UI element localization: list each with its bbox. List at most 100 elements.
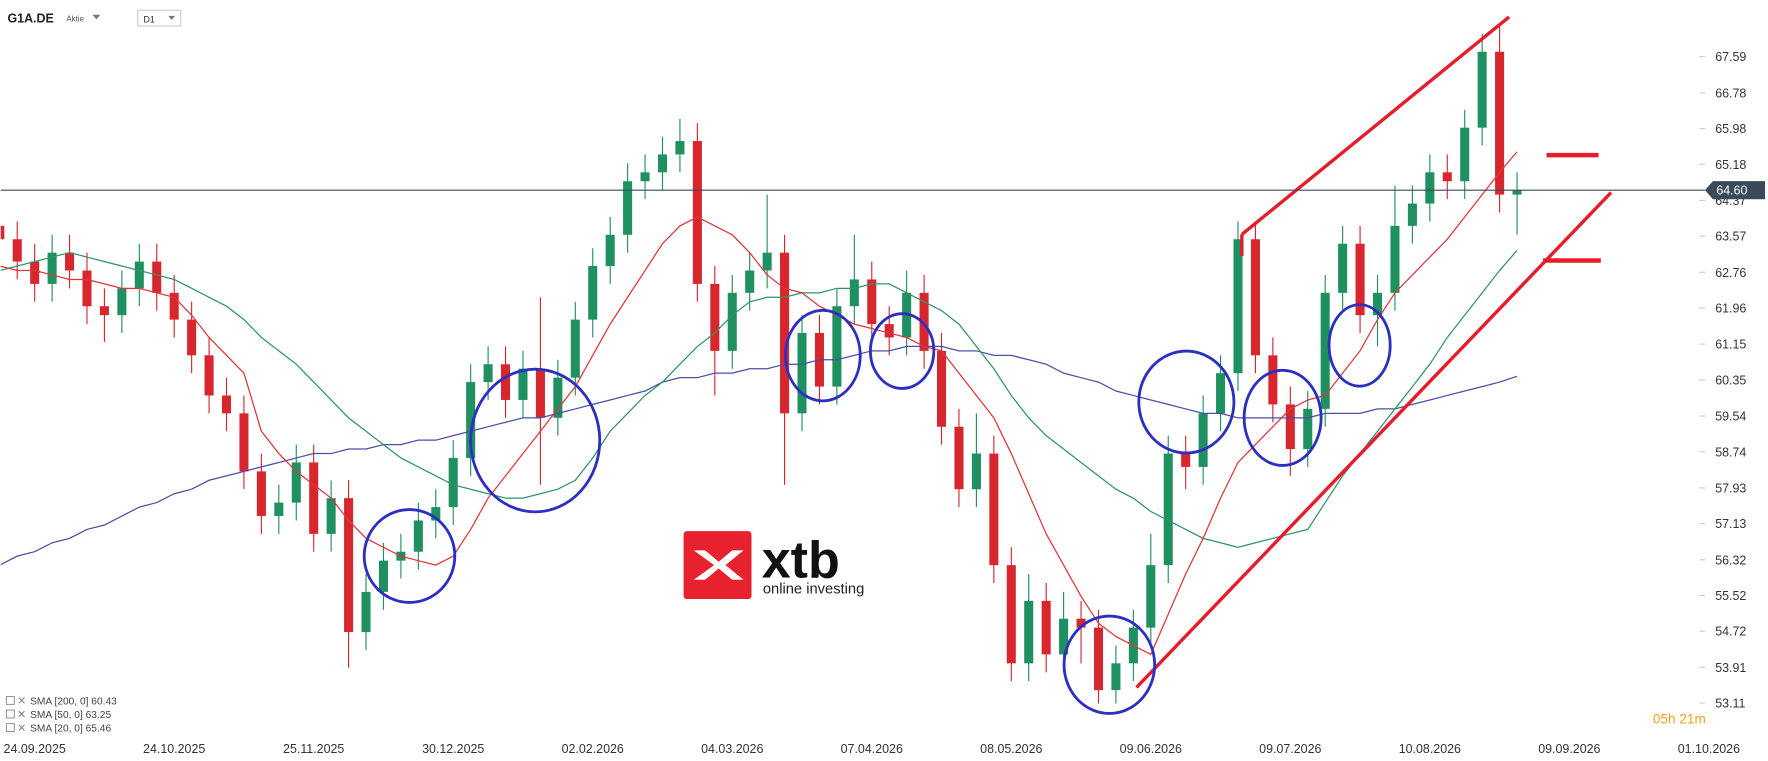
candle-body bbox=[12, 239, 22, 262]
candle-body bbox=[1181, 453, 1191, 467]
candle-body bbox=[47, 252, 57, 284]
candle-body bbox=[745, 270, 755, 293]
legend-label: SMA [200, 0] 60.43 bbox=[30, 696, 117, 707]
price-tag bbox=[1705, 181, 1766, 200]
candle-body bbox=[274, 502, 284, 517]
y-tick-label: 58.74 bbox=[1715, 445, 1746, 459]
candle-body bbox=[989, 453, 999, 566]
highlight-circle bbox=[362, 508, 457, 604]
candle-body bbox=[82, 270, 92, 307]
candle-body bbox=[884, 324, 894, 338]
candle-body bbox=[1442, 172, 1452, 182]
candle-body bbox=[1041, 600, 1051, 655]
candle-body bbox=[1407, 203, 1417, 226]
candle-body bbox=[1338, 243, 1348, 293]
logo-mark bbox=[693, 550, 744, 580]
candle-body bbox=[309, 462, 319, 534]
candle-body bbox=[1495, 51, 1505, 195]
sma-line bbox=[0, 249, 1518, 548]
candle-body bbox=[501, 364, 511, 400]
highlight-circle bbox=[784, 308, 862, 403]
candle-body bbox=[256, 471, 266, 517]
candle-body bbox=[239, 413, 249, 472]
highlight-circle bbox=[868, 312, 936, 390]
legend-close bbox=[18, 710, 25, 718]
y-tick-label: 62.76 bbox=[1715, 266, 1746, 280]
legend-label: SMA [50, 0] 63.25 bbox=[30, 710, 111, 721]
candle-body bbox=[187, 319, 197, 356]
timeframe[interactable]: D1 bbox=[143, 15, 155, 25]
candle-body bbox=[780, 252, 790, 414]
candle-body bbox=[797, 333, 807, 414]
candle-body bbox=[605, 234, 615, 267]
candle-body bbox=[588, 266, 598, 320]
brand: xtb bbox=[762, 532, 840, 590]
candle-body bbox=[1059, 618, 1069, 655]
candle-body bbox=[152, 261, 162, 293]
tagline: online investing bbox=[763, 581, 864, 597]
candle-body bbox=[204, 355, 214, 396]
y-tick-label: 53.91 bbox=[1715, 661, 1746, 675]
x-tick-label: 09.06.2026 bbox=[1120, 742, 1182, 756]
x-tick-label: 01.10.2026 bbox=[1678, 742, 1740, 756]
y-tick-label: 61.15 bbox=[1715, 338, 1746, 352]
sma-line bbox=[0, 345, 1518, 566]
x-tick-label: 30.12.2025 bbox=[422, 742, 484, 756]
annotations bbox=[362, 15, 1613, 715]
dropdown-arrow[interactable] bbox=[168, 15, 176, 20]
candle-body bbox=[849, 279, 859, 307]
x-tick-label: 08.05.2026 bbox=[980, 742, 1042, 756]
candle-body bbox=[710, 283, 720, 351]
candle-body bbox=[971, 453, 981, 490]
candle-body bbox=[99, 306, 109, 316]
candle-body bbox=[1320, 292, 1330, 409]
candle-body bbox=[762, 252, 772, 271]
candle-body bbox=[1285, 404, 1295, 450]
trend-line bbox=[1240, 15, 1511, 236]
y-tick-label: 65.98 bbox=[1715, 122, 1746, 136]
x-tick-label: 02.02.2026 bbox=[562, 742, 624, 756]
candle-body bbox=[518, 368, 528, 400]
candle-body bbox=[1146, 565, 1156, 628]
candle-body bbox=[221, 395, 232, 414]
candle-body bbox=[570, 319, 580, 378]
candle-body bbox=[326, 498, 336, 534]
candle-body bbox=[1372, 292, 1383, 316]
timeframe-box[interactable] bbox=[137, 9, 182, 27]
highlight-circle bbox=[1242, 368, 1323, 467]
candle-body bbox=[553, 377, 563, 418]
timer: 05h 21m bbox=[1653, 712, 1706, 727]
y-tick-label: 59.54 bbox=[1715, 410, 1746, 424]
y-tick-label: 65.18 bbox=[1715, 158, 1746, 172]
candle-body bbox=[0, 225, 5, 240]
candle-body bbox=[1355, 243, 1365, 316]
candle-body bbox=[867, 279, 877, 325]
candle-body bbox=[1250, 239, 1260, 356]
y-tick-label: 55.52 bbox=[1715, 589, 1746, 603]
symbol[interactable]: G1A.DE bbox=[7, 12, 53, 26]
candle-body bbox=[361, 591, 371, 633]
candle-body bbox=[1512, 190, 1522, 195]
candle-body bbox=[1006, 565, 1016, 664]
candle-body bbox=[1303, 408, 1313, 450]
candle-body bbox=[1076, 618, 1086, 628]
dropdown-arrow[interactable] bbox=[92, 14, 101, 20]
candle-body bbox=[1024, 600, 1034, 664]
price-tag-label: 64.60 bbox=[1716, 184, 1747, 198]
candle-body bbox=[832, 306, 842, 387]
highlight-circle bbox=[1327, 303, 1392, 388]
candle-body bbox=[466, 382, 476, 458]
legend-icon bbox=[5, 723, 15, 733]
candle-body bbox=[1460, 127, 1470, 182]
candle-body bbox=[378, 560, 388, 592]
watermark: xtb online investing bbox=[683, 531, 864, 600]
legend-icon bbox=[5, 709, 15, 719]
y-tick-label: 66.78 bbox=[1715, 86, 1746, 100]
y-tick-label: 53.11 bbox=[1715, 697, 1745, 711]
candle-body bbox=[640, 172, 650, 182]
plot-area bbox=[0, 24, 1522, 704]
y-tick-label: 60.35 bbox=[1715, 373, 1746, 387]
candle-body bbox=[1477, 51, 1487, 128]
x-tick-label: 09.07.2026 bbox=[1259, 742, 1321, 756]
